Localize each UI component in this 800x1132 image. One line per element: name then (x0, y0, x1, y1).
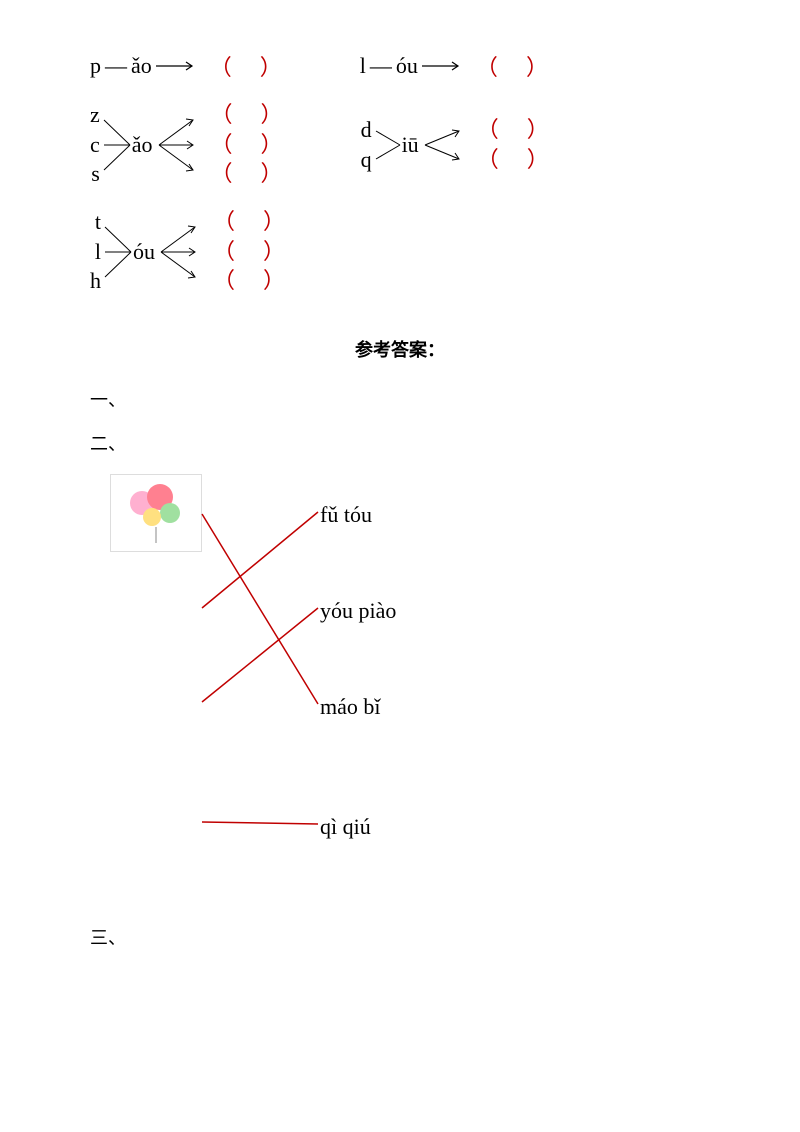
final-iu: iū (402, 132, 419, 158)
matching-area: 33 fǔ tóu yóu piào máo bǐ qì qiú (110, 474, 550, 894)
initial-l: l (360, 53, 366, 79)
combo-p-ao: p — ǎo （） (90, 50, 310, 82)
final-ao: ǎo (132, 132, 153, 158)
fan-out-icon (153, 110, 203, 180)
combo-l-ou: l — óu （） (360, 50, 576, 82)
initials-zcs: z c s (90, 100, 100, 189)
final-ao: ǎo (131, 53, 152, 79)
arrow-icon (152, 57, 202, 75)
initials-dq: d q (361, 115, 372, 174)
initial-p: p (90, 53, 101, 79)
final-ou: óu (133, 239, 155, 265)
answer-title: 参考答案： (90, 336, 710, 362)
arrow-icon (418, 57, 468, 75)
pinyin-row-1: p — ǎo （） l — óu （） (90, 50, 710, 82)
combo-tlh-ou: t l h óu （） （） （） (90, 207, 313, 296)
section-two: 二、 (90, 430, 710, 456)
blank-stack: （） （） （） (203, 100, 311, 189)
section-three: 三、 (90, 924, 710, 950)
fan-out-icon (155, 217, 205, 287)
image-balloons (110, 474, 202, 552)
combo-zcs-ao: z c s ǎo （） （） （） (90, 100, 311, 189)
combo-dq-iu: d q iū （） （） (361, 115, 577, 174)
pinyin-row-2: z c s ǎo （） （） （） d q iū (90, 100, 710, 189)
blank-stack: （） （） （） (205, 207, 313, 296)
blank-paren: （） (476, 50, 576, 82)
pinyin-row-3: t l h óu （） （） （） (90, 207, 710, 296)
initials-tlh: t l h (90, 207, 101, 296)
section-one: 一、 (90, 386, 710, 412)
final-ou: óu (396, 53, 418, 79)
fan-out-icon (419, 121, 469, 169)
blank-paren: （） (210, 50, 310, 82)
label-maobi: máo bǐ (320, 694, 381, 720)
dash: — (370, 53, 392, 79)
label-qiqiu: qì qiú (320, 814, 371, 840)
blank-stack: （） （） (469, 115, 577, 174)
label-youpiao: yóu piào (320, 598, 396, 624)
label-futou: fǔ tóu (320, 502, 372, 528)
dash: — (105, 53, 127, 79)
